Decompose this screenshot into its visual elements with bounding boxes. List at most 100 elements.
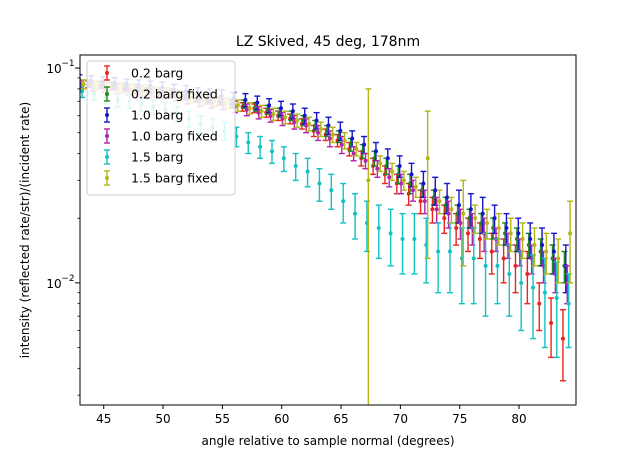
data-point [508,231,513,236]
data-point [385,156,390,161]
data-point [454,226,459,231]
data-point [520,237,525,242]
data-point [305,169,310,174]
data-point [507,271,512,276]
data-point [373,149,378,154]
data-point [449,207,454,212]
data-point [302,113,307,118]
data-point [442,216,447,221]
data-point [519,280,524,285]
legend-item: 1.0 barg [104,107,183,123]
data-point [387,175,392,180]
data-point [485,220,490,225]
data-point [542,290,547,295]
data-point [412,237,417,242]
series-5 [80,79,574,405]
data-point [362,142,367,147]
data-point [290,109,295,114]
data-point [269,149,274,154]
data-point [532,243,537,248]
x-tick-label: 55 [215,412,230,426]
y-axis: 10−210−1 [46,59,80,396]
data-point [489,249,494,254]
x-axis-label: angle relative to sample normal (degrees… [201,434,454,448]
data-point [316,130,321,135]
x-tick-label: 75 [452,412,467,426]
x-tick-label: 80 [511,412,526,426]
data-point [366,178,371,183]
data-point [271,112,276,117]
data-point [447,249,452,254]
data-point [554,296,559,301]
data-point [433,188,438,193]
data-point [255,100,260,105]
data-point [397,163,402,168]
data-point [247,106,252,111]
legend-box [86,60,236,196]
data-point [314,118,319,123]
legend-marker-point [105,155,109,159]
legend: 0.2 barg 0.2 barg fixed 1.0 barg 1.0 barg f… [86,60,236,196]
legend-label: 1.5 barg [131,150,183,165]
x-tick-label: 70 [393,412,408,426]
data-point [492,216,497,221]
data-point [540,243,545,248]
data-point [376,226,381,231]
legend-item: 1.5 barg fixed [104,170,218,186]
data-point [425,156,430,161]
data-point [446,211,451,216]
x-tick-label: 45 [96,412,111,426]
data-point [483,263,488,268]
plot-frame [79,54,577,406]
y-tick-label: 10 [46,277,61,291]
data-point [458,220,463,225]
data-point [390,169,395,174]
legend-marker-point [105,92,109,96]
data-point [537,301,542,306]
data-point [516,231,521,236]
legend-label: 0.2 barg [131,66,183,81]
data-point [568,231,573,236]
data-point [560,336,565,341]
data-point [566,301,571,306]
data-point [338,128,343,133]
legend-item: 1.5 barg [104,149,183,165]
data-point [556,256,561,261]
data-point [461,211,466,216]
data-point [258,144,263,149]
data-point [434,207,439,212]
data-point [436,249,441,254]
data-point [445,195,450,200]
data-point [544,249,549,254]
data-point [400,237,405,242]
data-point [267,103,272,108]
data-point [80,89,85,94]
data-point [353,211,358,216]
data-point [363,158,368,163]
data-point [437,199,442,204]
x-tick-label: 60 [274,412,289,426]
legend-marker-point [105,113,109,117]
data-point [81,82,86,87]
legend-label: 0.2 barg fixed [131,87,218,102]
data-point [351,151,356,156]
data-point [477,237,482,242]
data-point [293,163,298,168]
data-point [326,123,331,128]
data-point [350,136,355,141]
data-point [341,199,346,204]
data-point [549,321,554,326]
data-point [339,142,344,147]
legend-item: 1.0 barg fixed [104,128,218,144]
data-point [307,121,312,126]
legend-item: 0.2 barg [104,65,183,81]
y-tick-exponent: −2 [61,274,74,284]
data-point [388,231,393,236]
data-point [466,231,471,236]
data-point [421,181,426,186]
data-point [422,199,427,204]
data-point [480,211,485,216]
legend-label: 1.0 barg fixed [131,129,218,144]
legend-marker-point [105,176,109,180]
